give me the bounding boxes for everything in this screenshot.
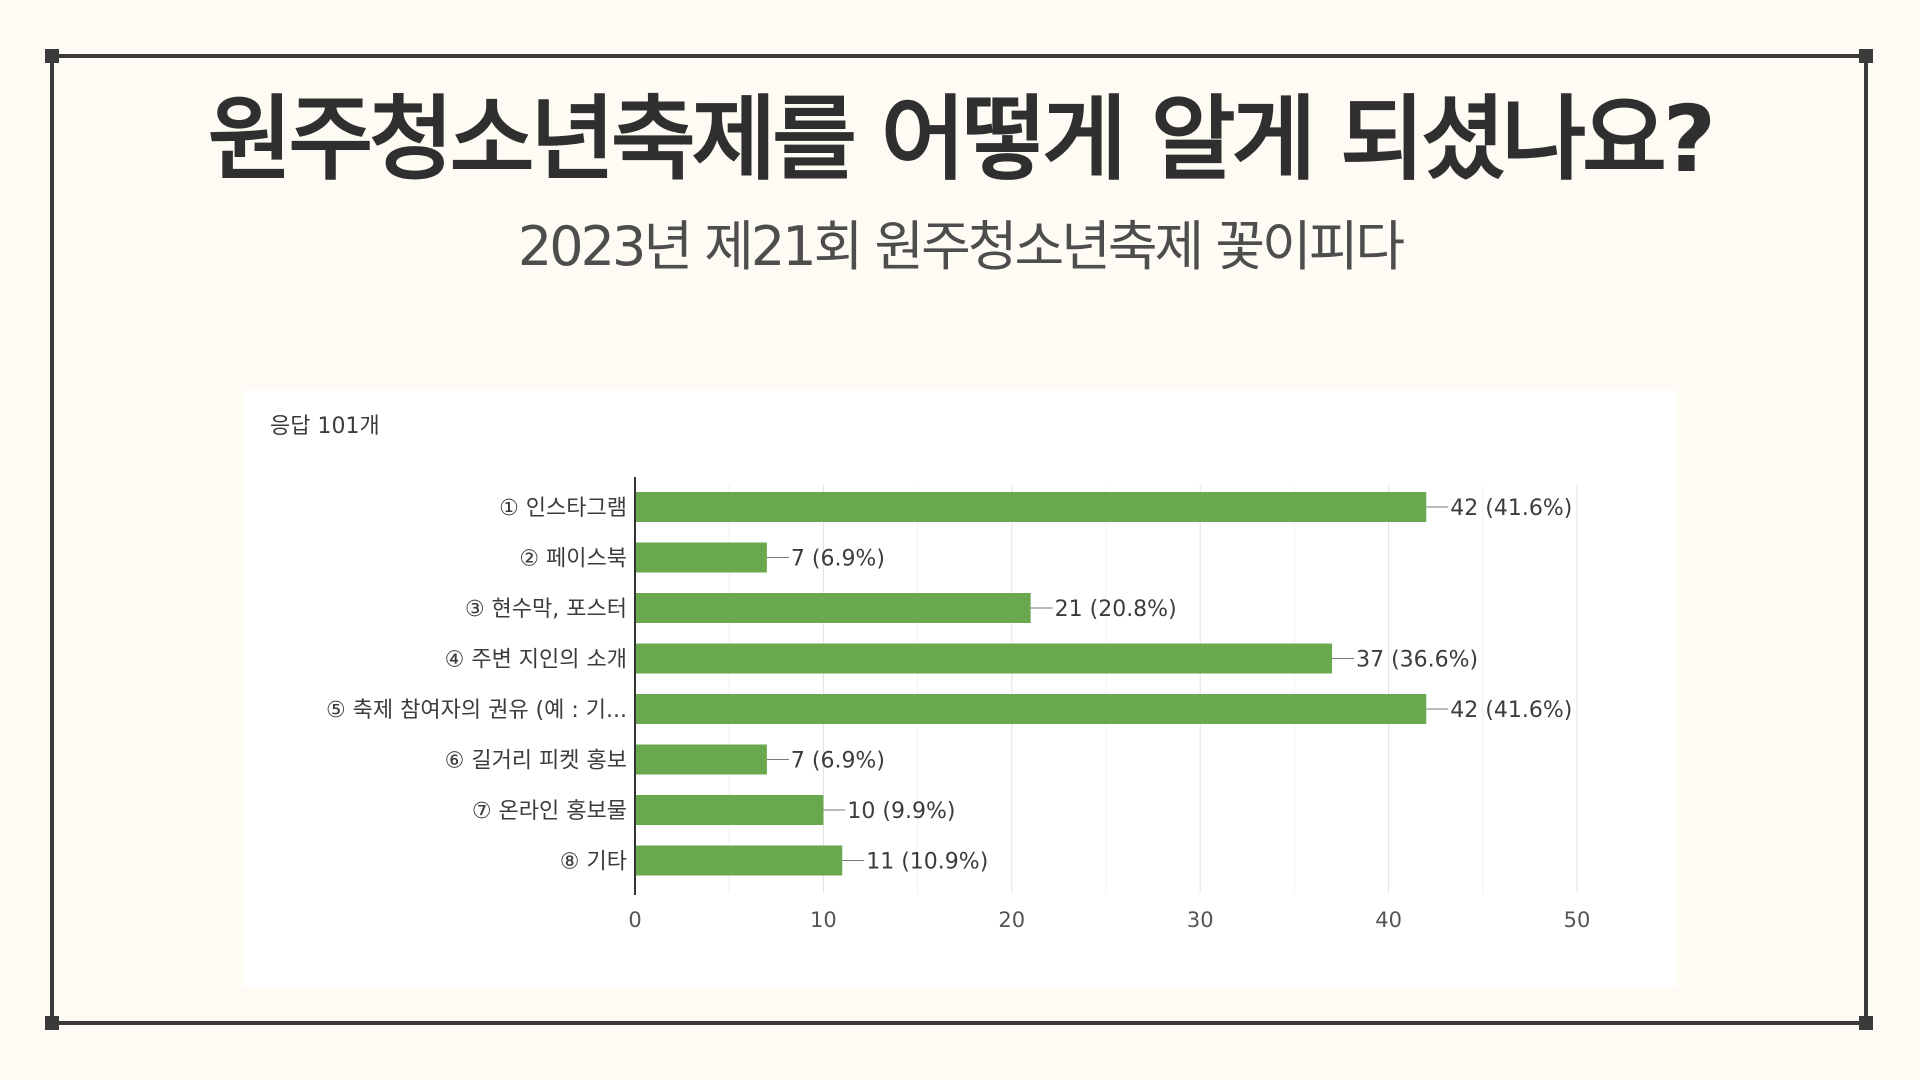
x-tick-label: 30 — [1187, 908, 1214, 932]
category-label: ③ 현수막, 포스터 — [465, 597, 627, 622]
bar — [635, 694, 1427, 724]
frame-corner-top-left — [45, 49, 59, 63]
x-tick-label: 50 — [1564, 908, 1591, 932]
category-label: ① 인스타그램 — [499, 496, 627, 521]
x-tick-label: 0 — [628, 908, 641, 932]
category-label: ⑤ 축제 참여자의 권유 (예 : 기... — [326, 698, 627, 723]
response-count: 응답 101개 — [270, 414, 380, 439]
category-label: ⑦ 온라인 홍보물 — [472, 799, 627, 824]
bar — [635, 593, 1031, 623]
chart-card: 응답 101개 ① 인스타그램 42 (41.6%) ② 페이스북 7 (6.9%) ③… — [243, 390, 1677, 987]
value-label: 7 (6.9%) — [791, 749, 885, 774]
frame-corner-bottom-right — [1859, 1016, 1873, 1030]
value-label: 21 (20.8%) — [1055, 597, 1177, 622]
bar — [635, 845, 843, 876]
bar — [635, 744, 767, 775]
category-label: ⑧ 기타 — [560, 850, 627, 875]
category-label: ⑥ 길거리 피켓 홍보 — [445, 749, 627, 774]
x-tick-label: 40 — [1375, 908, 1402, 932]
value-label: 11 (10.9%) — [866, 850, 988, 875]
page-subtitle: 2023년 제21회 원주청소년축제 꽃이피다 — [517, 215, 1405, 278]
value-label: 10 (9.9%) — [847, 799, 955, 824]
bar — [635, 795, 824, 825]
page-title: 원주청소년축제를 어떻게 알게 되셨나요? — [207, 86, 1716, 193]
value-label: 42 (41.6%) — [1450, 698, 1572, 723]
slide-frame — [45, 49, 1873, 1030]
value-label: 37 (36.6%) — [1356, 648, 1478, 673]
value-label: 42 (41.6%) — [1450, 496, 1572, 521]
frame-corner-bottom-left — [45, 1016, 59, 1030]
bar-chart: 응답 101개 ① 인스타그램 42 (41.6%) ② 페이스북 7 (6.9%) ③… — [270, 414, 1591, 932]
bar — [635, 492, 1427, 522]
x-tick-label: 10 — [810, 908, 837, 932]
bar — [635, 542, 767, 573]
frame-corner-top-right — [1859, 49, 1873, 63]
x-tick-label: 20 — [998, 908, 1025, 932]
category-label: ④ 주변 지인의 소개 — [445, 648, 627, 673]
category-label: ② 페이스북 — [519, 547, 627, 572]
value-label: 7 (6.9%) — [791, 547, 885, 572]
bar — [635, 643, 1333, 674]
